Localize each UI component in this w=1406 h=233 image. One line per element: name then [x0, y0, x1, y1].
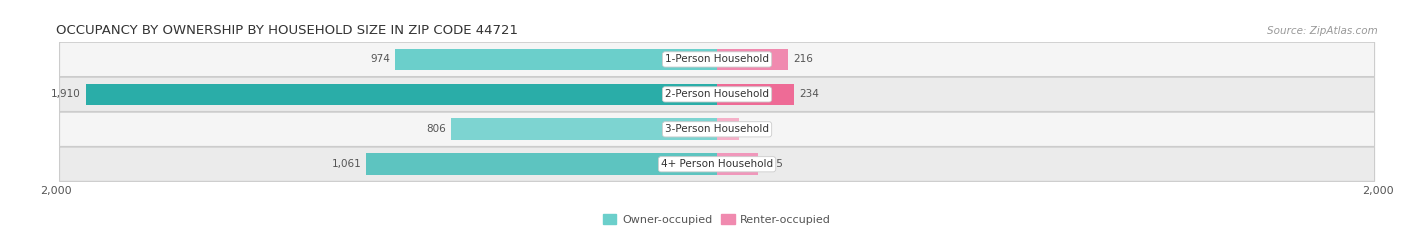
Text: 67: 67 [744, 124, 758, 134]
Bar [451, 118, 717, 140]
Text: 974: 974 [370, 55, 391, 64]
Bar [717, 49, 789, 70]
Text: 234: 234 [800, 89, 820, 99]
Text: 1,910: 1,910 [51, 89, 82, 99]
Legend: Owner-occupied, Renter-occupied: Owner-occupied, Renter-occupied [599, 210, 835, 229]
Text: 3-Person Household: 3-Person Household [665, 124, 769, 134]
FancyBboxPatch shape [59, 77, 1375, 112]
Text: 1,061: 1,061 [332, 159, 361, 169]
Text: 4+ Person Household: 4+ Person Household [661, 159, 773, 169]
Bar [717, 118, 740, 140]
FancyBboxPatch shape [59, 147, 1375, 182]
Bar [395, 49, 717, 70]
Text: 2-Person Household: 2-Person Household [665, 89, 769, 99]
Bar [717, 84, 794, 105]
Bar [717, 154, 758, 175]
FancyBboxPatch shape [59, 112, 1375, 147]
Bar [86, 84, 717, 105]
Text: 125: 125 [763, 159, 783, 169]
Text: 1-Person Household: 1-Person Household [665, 55, 769, 64]
FancyBboxPatch shape [59, 42, 1375, 76]
Text: 806: 806 [426, 124, 446, 134]
Text: OCCUPANCY BY OWNERSHIP BY HOUSEHOLD SIZE IN ZIP CODE 44721: OCCUPANCY BY OWNERSHIP BY HOUSEHOLD SIZE… [56, 24, 519, 37]
Bar [367, 154, 717, 175]
Text: Source: ZipAtlas.com: Source: ZipAtlas.com [1267, 26, 1378, 36]
Text: 216: 216 [793, 55, 813, 64]
